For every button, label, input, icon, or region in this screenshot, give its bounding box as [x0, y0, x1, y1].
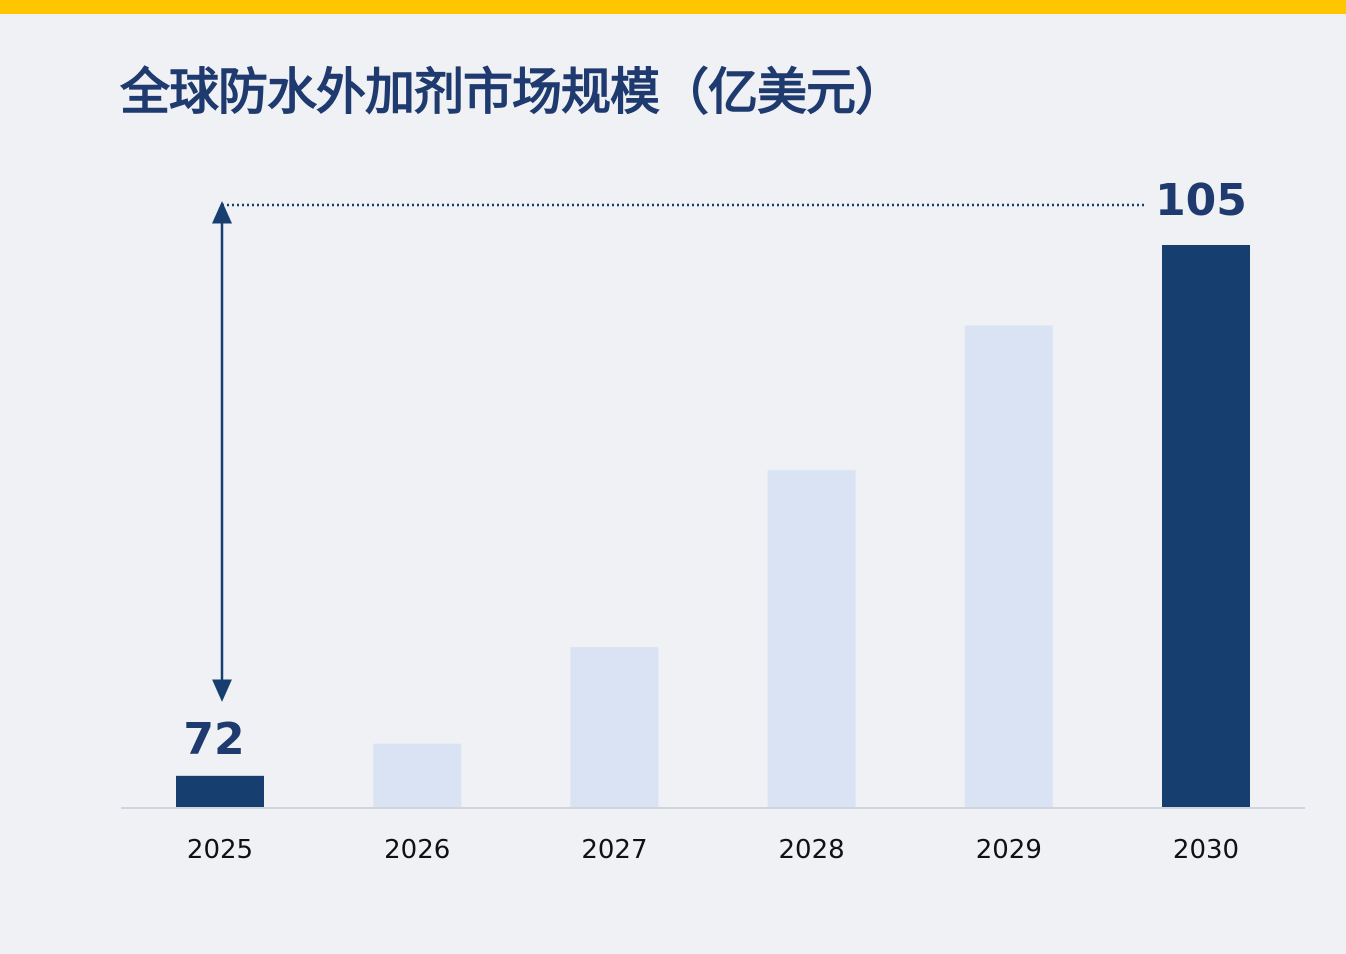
data-label-2025: 72 — [183, 714, 244, 765]
x-tick-label: 2026 — [384, 835, 450, 865]
top-accent-bar — [0, 0, 1346, 14]
x-tick-label: 2028 — [779, 835, 845, 865]
bar-2025 — [176, 775, 264, 808]
x-tick-label: 2027 — [581, 835, 647, 865]
data-label-2030: 105 — [1155, 175, 1247, 226]
x-tick-label: 2029 — [976, 835, 1042, 865]
bars-layer — [176, 245, 1250, 808]
growth-annotation — [212, 201, 1146, 702]
data-labels: 72 105 — [183, 175, 1247, 765]
bar-2030 — [1162, 245, 1250, 808]
bar-2026 — [373, 743, 462, 808]
bar-2028 — [767, 470, 856, 808]
bar-2029 — [964, 325, 1053, 808]
x-axis-ticks: 2025 2026 2027 2028 2029 2030 — [187, 835, 1239, 865]
x-tick-label: 2030 — [1173, 835, 1239, 865]
chart-title: 全球防水外加剂市场规模（亿美元） — [120, 63, 905, 121]
x-tick-label: 2025 — [187, 835, 253, 865]
bar-2027 — [570, 647, 659, 808]
